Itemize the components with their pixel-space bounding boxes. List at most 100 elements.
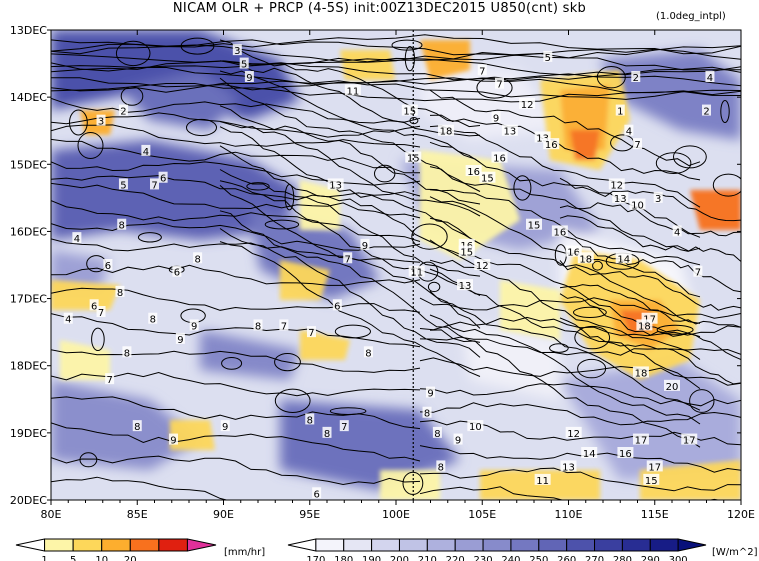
contour-closed [573,306,607,318]
contour-label: 12 [519,97,536,111]
svg-text:7: 7 [106,375,112,386]
contour-label: 6 [103,259,113,272]
contour-label: 4 [72,232,82,245]
contour-line [51,200,421,242]
contour-line [219,210,481,343]
contour-line [51,349,421,373]
contour-label: 9 [220,420,230,433]
svg-text:8: 8 [365,348,371,359]
svg-text:8: 8 [119,221,125,232]
contour-label: 8 [422,406,432,420]
contour-label: 16 [543,138,560,151]
contour-label: 8 [115,285,125,299]
contour-closed [120,86,144,106]
svg-text:5: 5 [120,180,126,191]
contour-line [51,182,421,219]
contour-label: 9 [360,238,370,252]
contour-line [429,114,701,181]
y-tick-label: 18DEC [10,360,47,373]
precip-bin [15,538,46,552]
svg-text:11: 11 [347,86,360,97]
precip-bin [44,538,74,552]
x-axis: 80E 85E 90E 95E 100E 105E 110E 115E 120E [41,30,755,521]
svg-text:8: 8 [307,415,313,426]
svg-text:14: 14 [583,449,596,460]
contour-line [419,445,741,473]
contour-label: 6 [89,299,99,312]
contour-label: 16 [565,245,582,259]
svg-text:7: 7 [308,328,314,339]
contour-line [429,314,701,425]
olr-unit: [W/m^2] [712,547,758,558]
contour-label: 17 [646,460,663,473]
svg-text:8: 8 [324,429,330,440]
contour-closed [513,175,532,201]
precip-colorbar: 1 5 10 20 [mm/hr] [15,538,265,561]
svg-text:8: 8 [255,321,261,332]
svg-text:1: 1 [617,107,623,118]
contour-line [429,141,701,238]
svg-text:7: 7 [341,422,347,433]
contour-closed [712,173,741,197]
contour-line [51,161,421,186]
contour-label: 8 [363,346,373,359]
svg-text:6: 6 [313,489,319,500]
contour-closed [689,389,715,413]
contour-label: 8 [436,460,446,473]
contour-label: 13 [501,124,518,138]
contour-line [219,126,481,245]
contour-label: 2 [631,71,641,84]
contour-line [219,121,481,217]
contour-line [51,264,421,286]
svg-text:8: 8 [438,462,444,473]
svg-text:13: 13 [503,127,516,138]
contour-label: 8 [148,312,158,326]
svg-text:13: 13 [562,462,575,473]
contour-line [419,383,741,407]
svg-text:18: 18 [579,254,592,265]
contour-line [219,70,481,163]
svg-text:7: 7 [98,308,104,319]
precip-legend-label: 1 [41,555,47,561]
contour-line [219,228,481,358]
contour-line [51,238,421,263]
olr-legend-label: 260 [557,555,576,561]
svg-text:7: 7 [151,180,157,191]
contour-closed [427,281,441,293]
contour-label: 9 [491,111,501,124]
olr-legend-label: 300 [669,555,688,561]
contour-label: 12 [608,178,625,191]
contour-line [51,112,421,138]
contour-line [51,175,421,201]
contour-closed [673,145,707,169]
contour-label: 14 [615,252,632,265]
olr-bin [649,538,679,552]
olr-legend-label: 210 [418,555,437,561]
precip-bin [72,538,103,552]
y-tick-label: 20DEC [10,494,47,507]
contour-label: 4 [672,225,682,238]
svg-text:9: 9 [246,73,252,84]
contour-label: 8 [322,426,332,440]
svg-text:6: 6 [160,174,166,185]
svg-text:9: 9 [170,436,176,447]
contour-closed [274,353,301,372]
contour-label: 8 [305,413,315,426]
svg-text:16: 16 [545,140,558,151]
contour-label: 7 [693,265,703,279]
svg-text:14: 14 [617,254,630,265]
contour-label: 13 [327,178,344,191]
precip-bin [158,538,188,552]
svg-text:16: 16 [619,449,632,460]
y-tick-label: 13DEC [10,24,47,37]
contour-label: 13 [612,191,629,205]
contour-closed [79,452,98,468]
olr-legend-label: 240 [501,555,520,561]
olr-legend-label: 190 [362,555,381,561]
contour-closed [180,37,215,55]
contour-label: 9 [189,319,199,332]
contour-label: 10 [629,198,646,212]
x-tick-label: 115E [641,508,669,521]
contour-label: 13 [534,131,551,144]
contour-label: 11 [344,84,361,97]
